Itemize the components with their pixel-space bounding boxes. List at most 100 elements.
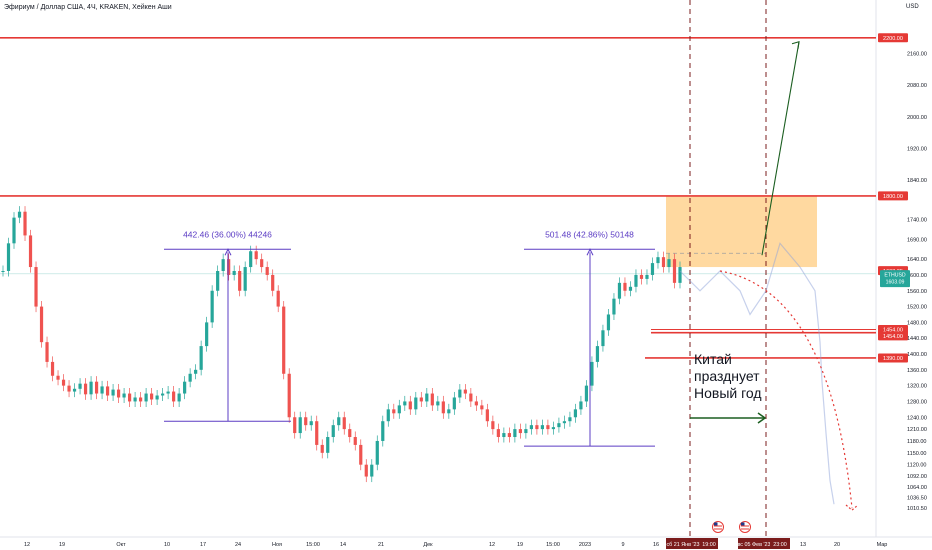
y-tick-label: 1280.00 — [907, 399, 927, 405]
candle — [298, 411, 302, 439]
price-range-measure: 501.48 (42.86%) 50148 — [524, 229, 655, 447]
candle — [557, 417, 561, 433]
x-tick-label: 21 — [378, 542, 384, 548]
candle-body — [326, 437, 330, 453]
candle — [309, 415, 313, 431]
candle-body — [502, 433, 506, 438]
candle-body — [254, 251, 258, 260]
candle — [370, 459, 374, 483]
candle-body — [116, 389, 121, 398]
candle-body — [496, 429, 500, 438]
candle — [166, 386, 170, 400]
candle — [612, 293, 616, 321]
y-tick-label: 1400.00 — [907, 352, 927, 358]
candle-body — [72, 388, 77, 392]
candle — [194, 364, 198, 380]
candle — [414, 391, 418, 415]
candle-body — [573, 409, 578, 418]
candle — [639, 269, 644, 285]
candle — [188, 368, 192, 388]
candle-body — [28, 235, 33, 268]
candle-body — [474, 401, 478, 406]
candle-body — [458, 389, 462, 398]
candle-body — [144, 393, 148, 402]
y-tick-label: 1640.00 — [907, 257, 927, 263]
candle-body — [50, 361, 55, 376]
candle — [403, 395, 407, 411]
candle-body — [480, 405, 484, 410]
candle — [535, 419, 539, 435]
x-tick-label: Окт — [116, 542, 126, 548]
time-label-box — [738, 538, 770, 549]
candle-body — [463, 389, 467, 394]
candle-body — [293, 417, 297, 434]
price-label: 1390.00 — [878, 353, 908, 363]
candle — [232, 265, 236, 281]
candle — [199, 340, 203, 376]
forecast-up-arrow — [761, 41, 800, 256]
x-tick-label: 15:00 — [546, 542, 560, 548]
candle-body — [105, 386, 110, 396]
candle-body — [546, 425, 550, 430]
candle — [562, 415, 567, 429]
candle — [513, 423, 517, 443]
candle — [172, 386, 176, 407]
candle-body — [133, 397, 137, 402]
candle-body — [177, 393, 181, 402]
candle — [480, 399, 484, 415]
candle-body — [238, 271, 242, 291]
candle-body — [161, 393, 165, 396]
y-tick-label: 1520.00 — [907, 305, 927, 311]
price-label-box — [878, 33, 908, 43]
candle-body — [628, 286, 633, 291]
candle — [265, 261, 269, 281]
candle — [634, 269, 638, 293]
candle-body — [227, 259, 231, 275]
candle — [573, 403, 578, 423]
candle — [210, 285, 214, 328]
candle — [518, 423, 522, 439]
candle-body — [61, 379, 66, 386]
candle — [397, 399, 401, 419]
price-label-text: 1390.00 — [883, 356, 903, 362]
candle-body — [403, 401, 407, 406]
candle — [463, 384, 467, 400]
candle — [177, 388, 181, 407]
candle — [568, 411, 572, 427]
candle-body — [634, 274, 638, 287]
candle-body — [320, 444, 324, 453]
candle-body — [623, 282, 627, 291]
candle-body — [122, 393, 126, 398]
candle-body — [364, 464, 368, 477]
candle-body — [271, 274, 275, 291]
y-tick-label: 1440.00 — [907, 336, 927, 342]
candle — [623, 277, 627, 297]
candle-body — [1, 271, 5, 272]
y-tick-label: 1120.00 — [907, 463, 926, 469]
candle — [441, 395, 445, 419]
candle-body — [315, 421, 319, 445]
candle-body — [485, 409, 489, 422]
x-tick-label: 19 — [517, 542, 523, 548]
axis-currency: USD — [906, 4, 919, 10]
candle-body — [370, 464, 374, 477]
candle-body — [639, 274, 644, 279]
candle-body — [172, 391, 176, 402]
y-tick-label: 1010.50 — [907, 506, 927, 512]
candle-body — [89, 381, 93, 395]
candle-body — [568, 417, 572, 422]
event-flag-icon — [712, 521, 724, 533]
y-tick-label: 1320.00 — [907, 384, 927, 390]
candle-body — [672, 259, 677, 283]
candle — [485, 403, 489, 427]
candle-body — [524, 429, 528, 434]
candle-body — [392, 409, 396, 414]
candle-body — [6, 243, 11, 271]
candle-body — [309, 421, 313, 426]
candle-body — [23, 211, 27, 236]
candle-body — [606, 314, 611, 331]
candle — [491, 415, 495, 435]
candle — [667, 253, 671, 273]
